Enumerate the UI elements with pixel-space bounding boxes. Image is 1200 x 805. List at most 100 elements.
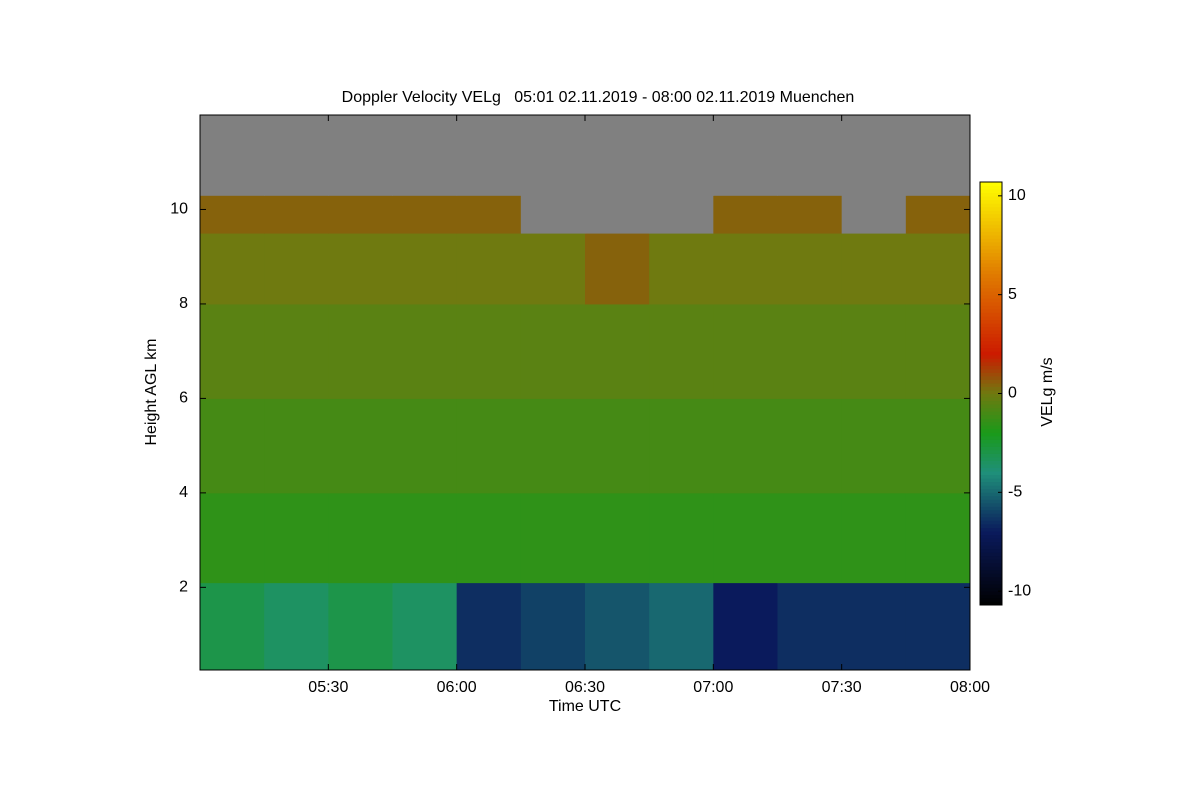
colorbar-tick-label: 5	[1008, 286, 1017, 303]
colorbar-step	[980, 580, 1002, 585]
heatmap-cell	[520, 582, 586, 671]
colorbar-step	[980, 527, 1002, 532]
colorbar-step	[980, 559, 1002, 564]
colorbar-step	[980, 478, 1002, 483]
colorbar-step	[980, 287, 1002, 292]
colorbar-step	[980, 351, 1002, 356]
heatmap-cell	[328, 115, 393, 196]
colorbar-step	[980, 368, 1002, 373]
colorbar-step	[980, 294, 1002, 299]
colorbar-step	[980, 400, 1002, 405]
colorbar-step	[980, 284, 1002, 289]
chart-title: Doppler Velocity VELg 05:01 02.11.2019 -…	[342, 89, 855, 106]
colorbar-tick-label: 0	[1008, 385, 1017, 402]
heatmap-cell	[713, 303, 778, 399]
colorbar-step	[980, 203, 1002, 208]
heatmap-cell	[841, 303, 907, 399]
colorbar-step	[980, 432, 1002, 437]
heatmap-cell	[264, 582, 329, 671]
colorbar-step	[980, 583, 1002, 588]
heatmap-cell	[777, 115, 843, 196]
colorbar-step	[980, 182, 1002, 187]
colorbar-step	[980, 312, 1002, 317]
x-tick-label: 08:00	[950, 679, 990, 696]
heatmap-cell	[841, 492, 907, 584]
colorbar-step	[980, 224, 1002, 229]
heatmap-cell	[777, 582, 843, 671]
colorbar-step	[980, 277, 1002, 282]
heatmap-cell	[713, 195, 778, 234]
colorbar-step	[980, 305, 1002, 310]
colorbar-step	[980, 252, 1002, 257]
colorbar-step	[980, 516, 1002, 521]
heatmap-cell	[713, 233, 778, 305]
heatmap-cell	[200, 115, 265, 196]
heatmap-cell	[328, 195, 393, 234]
y-tick-label: 8	[179, 295, 188, 312]
colorbar-step	[980, 425, 1002, 430]
heatmap-cell	[841, 233, 907, 305]
heatmap-cell	[520, 492, 586, 584]
x-tick-label: 07:30	[822, 679, 862, 696]
heatmap-cell	[905, 303, 971, 399]
colorbar-step	[980, 428, 1002, 433]
heatmap-cell	[649, 233, 714, 305]
colorbar-step	[980, 337, 1002, 342]
colorbar-step	[980, 407, 1002, 412]
colorbar-step	[980, 263, 1002, 268]
colorbar-tick-label: -5	[1008, 484, 1022, 501]
colorbar-step	[980, 456, 1002, 461]
heatmap-cell	[456, 303, 522, 399]
colorbar-step	[980, 397, 1002, 402]
heatmap-cell	[585, 303, 650, 399]
x-tick-label: 06:30	[565, 679, 605, 696]
colorbar-step	[980, 347, 1002, 352]
colorbar-step	[980, 523, 1002, 528]
colorbar-step	[980, 506, 1002, 511]
colorbar-step	[980, 361, 1002, 366]
colorbar-step	[980, 199, 1002, 204]
heatmap-cell	[777, 303, 843, 399]
heatmap-cell	[649, 303, 714, 399]
colorbar-step	[980, 404, 1002, 409]
heatmap-cell	[520, 195, 586, 234]
heatmap-cell	[200, 195, 265, 234]
colorbar-step	[980, 241, 1002, 246]
colorbar-step	[980, 330, 1002, 335]
heatmap-cell	[713, 398, 778, 494]
colorbar-step	[980, 467, 1002, 472]
colorbar-step	[980, 548, 1002, 553]
heatmap-cell	[392, 195, 458, 234]
colorbar-step	[980, 555, 1002, 560]
colorbar-step	[980, 382, 1002, 387]
heatmap-cell	[328, 303, 393, 399]
y-axis-label: Height AGL km	[143, 338, 160, 445]
heatmap-cell	[456, 115, 522, 196]
y-tick-label: 4	[179, 484, 188, 501]
colorbar-step	[980, 594, 1002, 599]
heatmap-cell	[328, 398, 393, 494]
heatmap-cell	[905, 492, 971, 584]
heatmap-cell	[392, 492, 458, 584]
heatmap-cell	[649, 492, 714, 584]
colorbar-step	[980, 326, 1002, 331]
colorbar-step	[980, 460, 1002, 465]
colorbar-step	[980, 196, 1002, 201]
colorbar-step	[980, 333, 1002, 338]
heatmap-cell	[456, 492, 522, 584]
heatmap-cell	[585, 233, 650, 305]
colorbar-step	[980, 538, 1002, 543]
heatmap-cell	[264, 115, 329, 196]
colorbar-step	[980, 569, 1002, 574]
heatmap-cell	[649, 398, 714, 494]
x-tick-label: 06:00	[437, 679, 477, 696]
heatmap-cell	[200, 582, 265, 671]
colorbar-step	[980, 185, 1002, 190]
heatmap-cell	[841, 398, 907, 494]
heatmap-cell	[200, 233, 265, 305]
colorbar-step	[980, 344, 1002, 349]
heatmap-cell	[456, 398, 522, 494]
heatmap-cell	[200, 492, 265, 584]
y-tick-label: 10	[170, 201, 188, 218]
colorbar-step	[980, 301, 1002, 306]
